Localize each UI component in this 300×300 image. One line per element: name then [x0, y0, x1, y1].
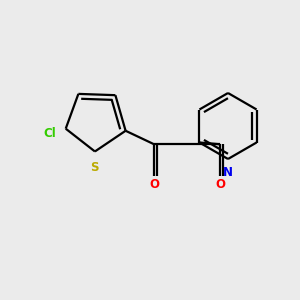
Text: O: O: [149, 178, 159, 191]
Text: S: S: [90, 160, 99, 174]
Text: Cl: Cl: [44, 127, 56, 140]
Text: O: O: [215, 178, 225, 191]
Text: N: N: [223, 166, 233, 179]
